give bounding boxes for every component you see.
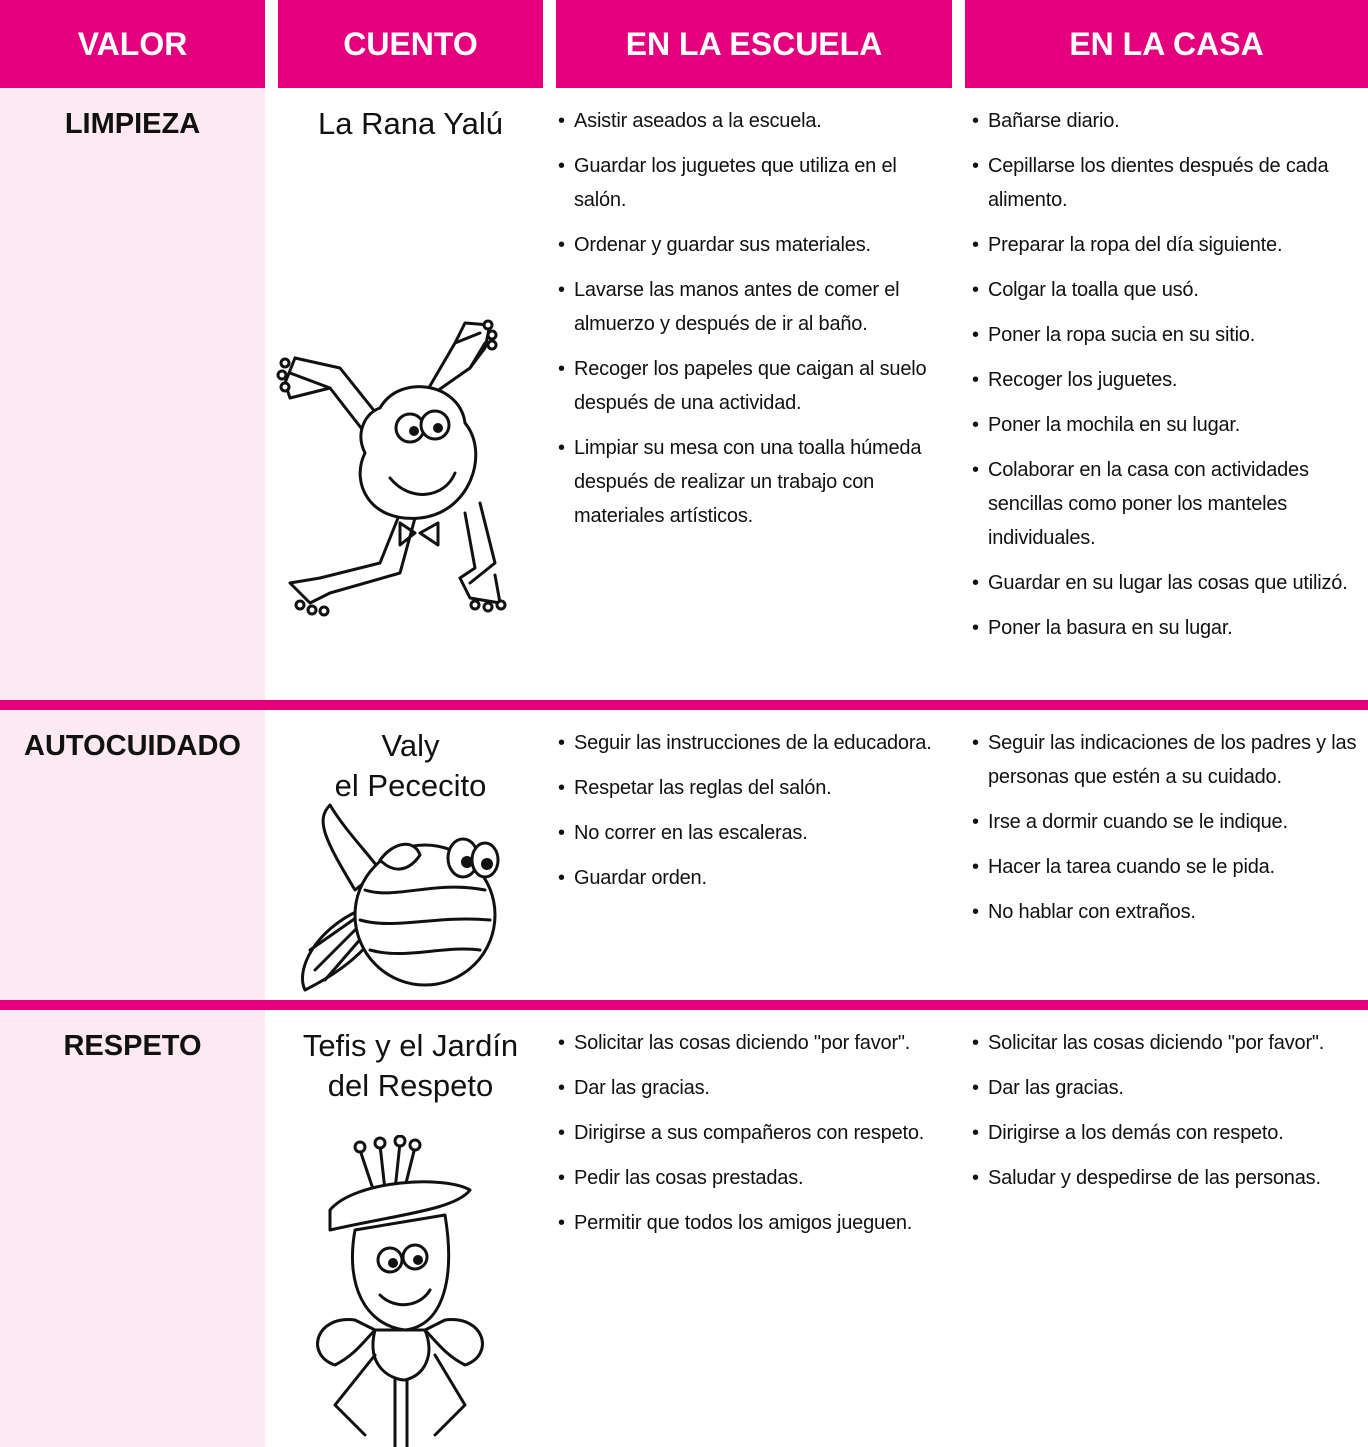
row: LIMPIEZA La Rana Yalú Asistir aseados a …: [0, 88, 1368, 700]
row-separator: [0, 700, 1368, 710]
list-item: Solicitar las cosas diciendo "por favor"…: [558, 1026, 948, 1060]
list-item: Solicitar las cosas diciendo "por favor"…: [972, 1026, 1362, 1060]
list-item: Irse a dormir cuando se le indique.: [972, 805, 1362, 839]
list-item: Saludar y despedirse de las personas.: [972, 1161, 1362, 1195]
list-item: Guardar los juguetes que utiliza en el s…: [558, 149, 948, 217]
school-list: Asistir aseados a la escuela. Guardar los…: [558, 104, 948, 544]
home-list: Bañarse diario. Cepillarse los dientes de…: [972, 104, 1362, 656]
list-item: Dirigirse a los demás con respeto.: [972, 1116, 1362, 1150]
list-item: Cepillarse los dientes después de cada a…: [972, 149, 1362, 217]
school-list: Solicitar las cosas diciendo "por favor"…: [558, 1026, 948, 1251]
row: RESPETO Tefis y el Jardín del Respeto So…: [0, 1010, 1368, 1447]
list-item: Poner la ropa sucia en su sitio.: [972, 318, 1362, 352]
list-item: No correr en las escaleras.: [558, 816, 948, 850]
list-item: Recoger los juguetes.: [972, 363, 1362, 397]
list-item: Poner la basura en su lugar.: [972, 611, 1362, 645]
story-title: Valy el Pececito: [334, 728, 487, 803]
header-cell: CUENTO: [278, 0, 543, 88]
list-item: Limpiar su mesa con una toalla húmeda de…: [558, 431, 948, 533]
list-item: Colgar la toalla que usó.: [972, 273, 1362, 307]
header-cell: EN LA CASA: [965, 0, 1368, 88]
row: AUTOCUIDADO Valy el Pececito Seguir las …: [0, 710, 1368, 1000]
list-item: Poner la mochila en su lugar.: [972, 408, 1362, 442]
list-item: Asistir aseados a la escuela.: [558, 104, 948, 138]
list-item: Respetar las reglas del salón.: [558, 771, 948, 805]
flower-illustration: [316, 1135, 484, 1447]
value-name: AUTOCUIDADO: [24, 730, 241, 762]
list-item: Dirigirse a sus compañeros con respeto.: [558, 1116, 948, 1150]
list-item: Bañarse diario.: [972, 104, 1362, 138]
frog-illustration: [276, 319, 507, 617]
value-column: [0, 710, 265, 1000]
row-separator: [0, 1000, 1368, 1010]
header-cell: VALOR: [0, 0, 265, 88]
list-item: Seguir las instrucciones de la educadora…: [558, 726, 948, 760]
list-item: Lavarse las manos antes de comer el almu…: [558, 273, 948, 341]
list-item: Pedir las cosas prestadas.: [558, 1161, 948, 1195]
value-column: [0, 88, 265, 700]
list-item: Guardar en su lugar las cosas que utiliz…: [972, 566, 1362, 600]
list-item: No hablar con extraños.: [972, 895, 1362, 929]
home-list: Seguir las indicaciones de los padres y …: [972, 726, 1362, 940]
header-cell: EN LA ESCUELA: [556, 0, 952, 88]
list-item: Permitir que todos los amigos jueguen.: [558, 1206, 948, 1240]
story-title: La Rana Yalú: [317, 106, 503, 141]
list-item: Preparar la ropa del día siguiente.: [972, 228, 1362, 262]
value-name: LIMPIEZA: [64, 108, 201, 140]
fish-illustration: [300, 803, 500, 992]
list-item: Colaborar en la casa con actividades sen…: [972, 453, 1362, 555]
value-column: [0, 1010, 265, 1447]
list-item: Dar las gracias.: [972, 1071, 1362, 1105]
value-name: RESPETO: [63, 1030, 202, 1062]
home-list: Solicitar las cosas diciendo "por favor"…: [972, 1026, 1362, 1206]
list-item: Recoger los papeles que caigan al suelo …: [558, 352, 948, 420]
list-item: Ordenar y guardar sus materiales.: [558, 228, 948, 262]
list-item: Dar las gracias.: [558, 1071, 948, 1105]
list-item: Seguir las indicaciones de los padres y …: [972, 726, 1362, 794]
list-item: Guardar orden.: [558, 861, 948, 895]
story-title: Tefis y el Jardín del Respeto: [302, 1028, 519, 1103]
list-item: Hacer la tarea cuando se le pida.: [972, 850, 1362, 884]
school-list: Seguir las instrucciones de la educadora…: [558, 726, 948, 906]
